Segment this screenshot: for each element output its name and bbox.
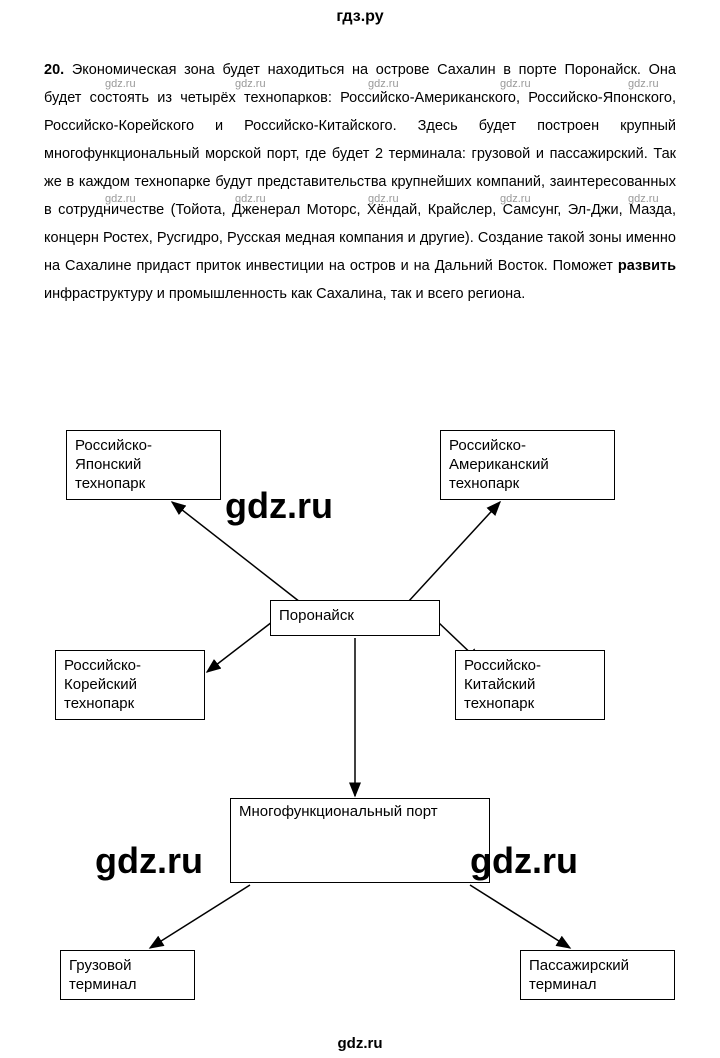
para-part-bold: развить (618, 258, 676, 274)
node-amer: Российско- Американский технопарк (440, 430, 615, 500)
node-kor-l2: Корейский (64, 676, 137, 693)
node-amer-l3: технопарк (449, 475, 519, 492)
node-center: Поронайск (270, 600, 440, 636)
node-chin-l1: Российско- (464, 657, 541, 674)
node-jap-l1: Российско- (75, 437, 152, 454)
node-cargo-l1: Грузовой (69, 957, 132, 974)
page-title: гдз.ру (0, 8, 720, 26)
node-kor: Российско- Корейский технопарк (55, 650, 205, 720)
node-amer-l2: Американский (449, 456, 549, 473)
node-kor-l1: Российско- (64, 657, 141, 674)
node-center-label: Поронайск (279, 607, 354, 624)
diagram: Российско- Японский технопарк Российско-… (0, 410, 720, 1050)
footer-watermark: gdz.ru (0, 1035, 720, 1052)
node-jap-l3: технопарк (75, 475, 145, 492)
answer-paragraph: 20. Экономическая зона будет находиться … (44, 56, 676, 308)
node-kor-l3: технопарк (64, 695, 134, 712)
node-cargo-l2: терминал (69, 976, 136, 993)
node-jap: Российско- Японский технопарк (66, 430, 221, 500)
node-port-label: Многофункциональный порт (239, 803, 438, 820)
question-number: 20. (44, 62, 64, 78)
para-part-2: инфраструктуру и промышленность как Саха… (44, 286, 525, 302)
node-chin: Российско- Китайский технопарк (455, 650, 605, 720)
node-cargo: Грузовой терминал (60, 950, 195, 1000)
node-chin-l2: Китайский (464, 676, 535, 693)
node-amer-l1: Российско- (449, 437, 526, 454)
node-port: Многофункциональный порт (230, 798, 490, 883)
page: гдз.ру gdz.ru gdz.ru gdz.ru gdz.ru gdz.r… (0, 0, 720, 1058)
node-chin-l3: технопарк (464, 695, 534, 712)
node-jap-l2: Японский (75, 456, 141, 473)
node-pass: Пассажирский терминал (520, 950, 675, 1000)
node-pass-l1: Пассажирский (529, 957, 629, 974)
node-pass-l2: терминал (529, 976, 596, 993)
para-part-0: Экономическая зона будет находиться на о… (44, 62, 676, 274)
